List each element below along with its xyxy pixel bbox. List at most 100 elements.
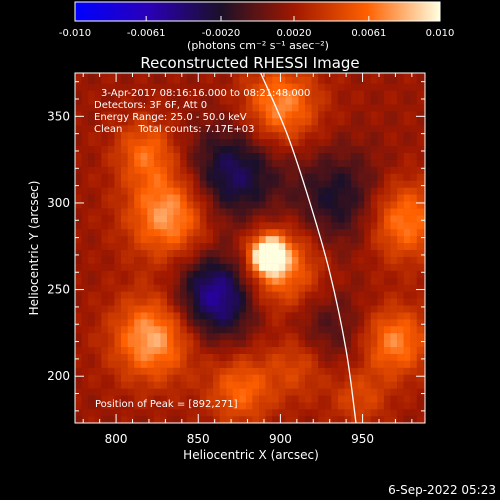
heatmap-cell: [121, 152, 128, 160]
heatmap-cell: [344, 201, 352, 209]
heatmap-cell: [186, 416, 194, 423]
heatmap-cell: [337, 381, 345, 389]
heatmap-cell: [318, 111, 326, 119]
heatmap-cell: [311, 201, 319, 209]
heatmap-cell: [423, 319, 425, 327]
heatmap-cell: [160, 111, 168, 119]
heatmap-cell: [383, 325, 391, 334]
heatmap-cell: [370, 381, 378, 389]
heatmap-cell: [75, 152, 82, 160]
heatmap-cell: [377, 298, 385, 306]
heatmap-cell: [81, 367, 89, 375]
heatmap-cell: [390, 388, 398, 396]
heatmap-cell: [291, 97, 299, 105]
heatmap-cell: [383, 353, 391, 361]
heatmap-cell: [206, 305, 214, 313]
heatmap-cell: [219, 291, 227, 299]
heatmap-cell: [239, 339, 247, 348]
heatmap-cell: [213, 97, 220, 105]
heatmap-cell: [173, 152, 181, 160]
heatmap-cell: [252, 194, 260, 202]
heatmap-cell: [232, 367, 240, 375]
heatmap-cell: [403, 332, 411, 341]
heatmap-cell: [153, 249, 161, 257]
heatmap-cell: [291, 249, 299, 257]
heatmap-cell: [245, 76, 253, 84]
heatmap-cell: [318, 402, 326, 410]
heatmap-cell: [397, 180, 404, 188]
heatmap-cell: [147, 270, 155, 278]
heatmap-cell: [127, 256, 135, 264]
heatmap-cell: [265, 131, 273, 140]
heatmap-cell: [291, 312, 299, 320]
heatmap-cell: [127, 194, 135, 202]
heatmap-cell: [344, 409, 352, 417]
heatmap-cell: [397, 298, 404, 306]
heatmap-cell: [173, 381, 181, 389]
heatmap-cell: [147, 263, 155, 271]
heatmap-cell: [107, 173, 115, 181]
heatmap-cell: [134, 319, 142, 327]
heatmap-cell: [213, 284, 220, 292]
heatmap-cell: [252, 222, 260, 230]
heatmap-cell: [232, 381, 240, 389]
heatmap-cell: [298, 291, 306, 299]
heatmap-cell: [134, 124, 142, 133]
heatmap-cell: [410, 159, 418, 167]
heatmap-cell: [410, 374, 418, 382]
annotation-clean-counts: Clean Total counts: 7.17E+03: [94, 124, 254, 135]
heatmap-cell: [318, 124, 326, 133]
heatmap-cell: [265, 73, 273, 77]
heatmap-cell: [318, 312, 326, 320]
heatmap-cell: [186, 298, 194, 306]
heatmap-cell: [344, 242, 352, 251]
heatmap-cell: [324, 111, 332, 119]
heatmap-cell: [272, 339, 280, 348]
heatmap-cell: [324, 180, 332, 188]
heatmap-cell: [252, 118, 260, 126]
heatmap-cell: [121, 187, 128, 195]
heatmap-cell: [311, 332, 319, 341]
heatmap-cell: [140, 298, 148, 306]
heatmap-cell: [403, 111, 411, 119]
heatmap-cell: [252, 409, 260, 417]
heatmap-cell: [147, 76, 155, 84]
heatmap-cell: [180, 312, 188, 320]
heatmap-cell: [357, 242, 365, 251]
heatmap-cell: [232, 353, 240, 361]
heatmap-cell: [357, 312, 365, 320]
heatmap-cell: [226, 374, 234, 382]
heatmap-cell: [311, 312, 319, 320]
heatmap-cell: [206, 228, 214, 237]
heatmap-cell: [226, 159, 234, 167]
heatmap-cell: [245, 277, 253, 285]
heatmap-cell: [416, 332, 424, 341]
heatmap-cell: [344, 284, 352, 292]
heatmap-cell: [318, 118, 326, 126]
heatmap-cell: [291, 118, 299, 126]
heatmap-cell: [383, 111, 391, 119]
heatmap-cell: [357, 291, 365, 299]
heatmap-cell: [252, 339, 260, 348]
heatmap-cell: [416, 242, 424, 251]
heatmap-cell: [298, 118, 306, 126]
heatmap-cell: [81, 402, 89, 410]
heatmap-cell: [193, 159, 201, 167]
heatmap-cell: [351, 90, 358, 98]
heatmap-cell: [410, 284, 418, 292]
heatmap-cell: [107, 325, 115, 334]
heatmap-cell: [153, 187, 161, 195]
heatmap-cell: [193, 270, 201, 278]
heatmap-cell: [278, 374, 286, 382]
heatmap-cell: [206, 291, 214, 299]
heatmap-cell: [75, 73, 82, 77]
heatmap-cell: [81, 263, 89, 271]
heatmap-cell: [357, 73, 365, 77]
heatmap-cell: [265, 402, 273, 410]
heatmap-cell: [390, 381, 398, 389]
heatmap-cell: [370, 249, 378, 257]
heatmap-cell: [364, 76, 372, 84]
heatmap-cell: [127, 416, 135, 423]
heatmap-cell: [114, 395, 122, 403]
heatmap-cell: [305, 256, 312, 264]
